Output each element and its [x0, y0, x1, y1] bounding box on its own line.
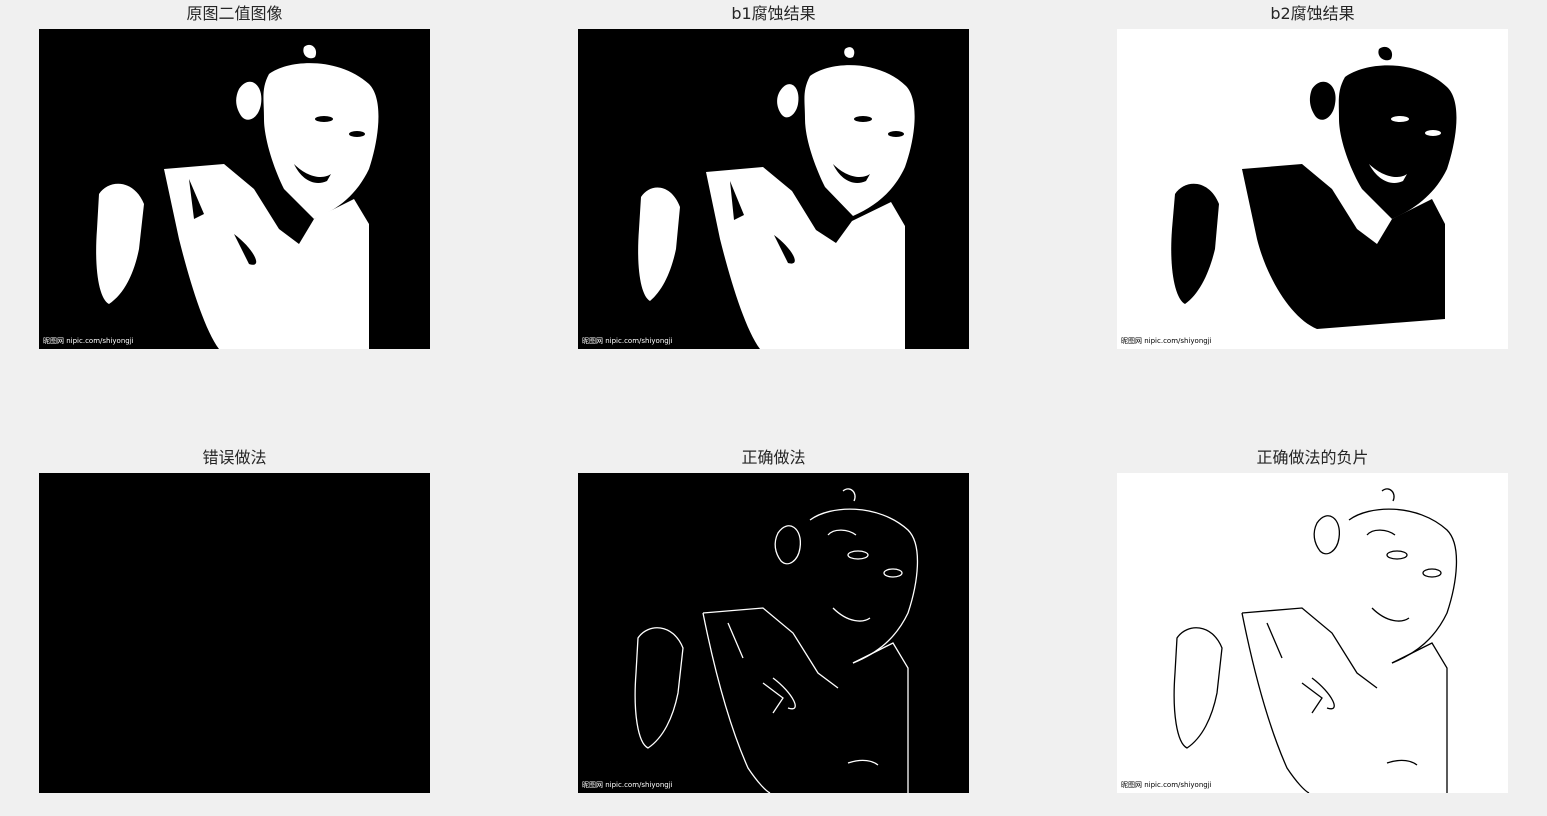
edge-outline-black-on-white: 昵图网 nipic.com/shiyongji: [1117, 473, 1508, 793]
edge-lines: [634, 488, 919, 793]
panel-title-original-binary: 原图二值图像: [186, 4, 283, 23]
image-b1-erosion: 昵图网 nipic.com/shiyongji: [578, 29, 969, 349]
watermark-text: 昵图网 nipic.com/shiyongji: [582, 781, 673, 789]
face-details: [189, 116, 365, 265]
background-white: [1117, 473, 1508, 793]
image-original-binary: 昵图网 nipic.com/shiyongji: [39, 29, 430, 349]
watermark-text: 昵图网 nipic.com/shiyongji: [1121, 337, 1212, 345]
watermark-text: 昵图网 nipic.com/shiyongji: [1121, 781, 1212, 789]
face-details: [730, 116, 904, 264]
face-details: [1369, 116, 1441, 184]
figure-white: [96, 44, 379, 349]
watermark-text: 昵图网 nipic.com/shiyongji: [582, 337, 673, 345]
background-black: [578, 473, 969, 793]
panel-title-b2-erosion: b2腐蚀结果: [1270, 4, 1355, 23]
panel-title-wrong-method: 错误做法: [202, 448, 267, 467]
panel-title-correct-method-negative: 正确做法的负片: [1256, 448, 1369, 467]
inverted-eroded-silhouette: 昵图网 nipic.com/shiyongji: [1117, 29, 1508, 349]
all-black-result: [39, 473, 430, 793]
image-wrong-method: [39, 473, 430, 793]
panel-title-correct-method: 正确做法: [741, 448, 806, 467]
background-black: [39, 473, 430, 793]
figure-white: [638, 47, 915, 349]
image-correct-method: 昵图网 nipic.com/shiyongji: [578, 473, 969, 793]
watermark-text: 昵图网 nipic.com/shiyongji: [43, 337, 134, 345]
edge-outline-white-on-black: 昵图网 nipic.com/shiyongji: [578, 473, 969, 793]
binary-portrait-silhouette: 昵图网 nipic.com/shiyongji: [39, 29, 430, 349]
panel-title-b1-erosion: b1腐蚀结果: [731, 4, 816, 23]
edge-lines: [1173, 488, 1458, 793]
eroded-portrait-silhouette: 昵图网 nipic.com/shiyongji: [578, 29, 969, 349]
figure-black: [1171, 46, 1457, 329]
image-b2-erosion: 昵图网 nipic.com/shiyongji: [1117, 29, 1508, 349]
image-correct-method-negative: 昵图网 nipic.com/shiyongji: [1117, 473, 1508, 793]
